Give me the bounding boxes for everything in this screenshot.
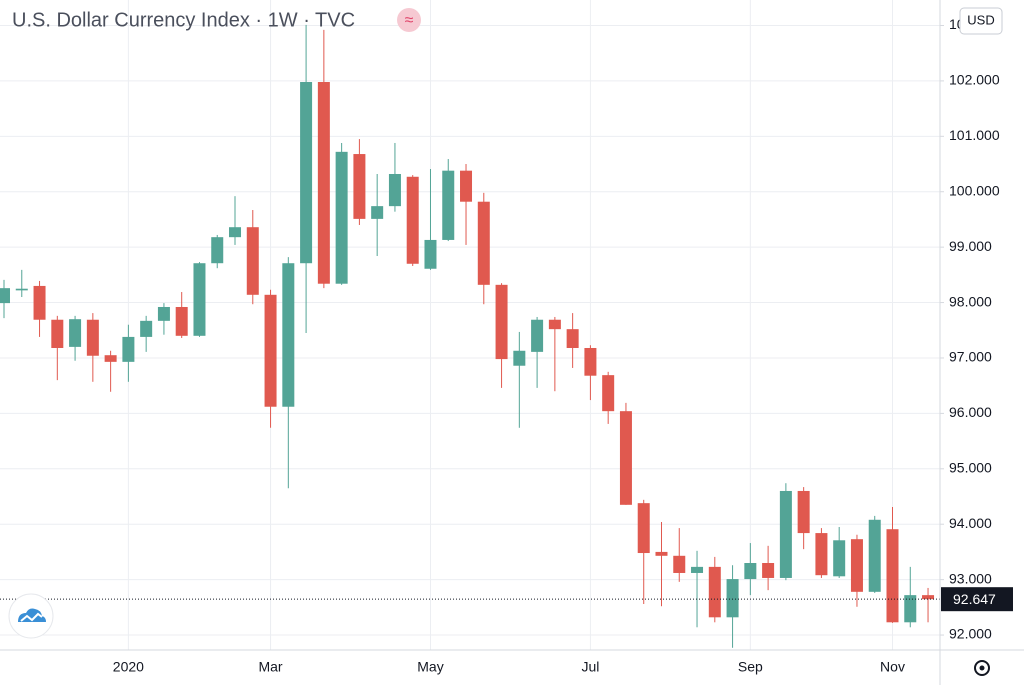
candle-body [157, 306, 170, 321]
candle-body [229, 227, 242, 238]
candle-body [584, 347, 597, 376]
x-tick-label: Sep [738, 659, 763, 675]
candle-body [122, 336, 135, 362]
candle-body [477, 201, 490, 285]
y-tick-label: 95.000 [949, 460, 992, 476]
candle-body [708, 566, 721, 618]
candle-body [548, 319, 561, 330]
y-tick-label: 102.000 [949, 72, 1000, 88]
candle-body [69, 319, 82, 347]
candle-body [140, 320, 153, 337]
candle-body [922, 595, 935, 600]
candle-body [673, 555, 686, 573]
last-price-label: 92.647 [953, 591, 996, 607]
candle-body [744, 563, 757, 580]
y-tick-label: 100.000 [949, 182, 1000, 198]
logo-icon-line [20, 612, 43, 622]
candle-body [904, 595, 917, 623]
candle-body [335, 151, 348, 284]
candle-body [868, 519, 881, 592]
candle-body [51, 319, 64, 348]
candle-body [762, 563, 775, 578]
candle-body [442, 170, 455, 240]
candle-body [655, 551, 668, 556]
source-badge[interactable] [397, 8, 421, 32]
candle-body [779, 490, 792, 578]
candle-body [691, 566, 704, 573]
last-price-box [941, 587, 1013, 612]
y-tick-label: 98.000 [949, 293, 992, 309]
source-badge-icon: ≈ [405, 12, 414, 29]
y-tick-label: 99.000 [949, 238, 992, 254]
y-tick-label: 92.000 [949, 626, 992, 642]
candle-body [833, 540, 846, 577]
candle-body [531, 319, 544, 352]
candle-body [15, 288, 28, 291]
settings-icon [974, 660, 990, 676]
x-tick-label: May [417, 659, 443, 675]
candle-body [637, 503, 650, 554]
candle-body [619, 411, 632, 505]
y-tick-label: 94.000 [949, 515, 992, 531]
candle-body [726, 579, 739, 618]
candle-body [86, 319, 99, 356]
candle-body [797, 490, 810, 534]
candle-body [33, 285, 46, 320]
candle-body [193, 263, 206, 336]
candle-body [513, 350, 526, 366]
x-tick-label: 2020 [113, 659, 144, 675]
candle-body [406, 176, 419, 264]
axes: 2020 Mar May Jul Sep Nov 92.647 [113, 24, 1013, 675]
currency-label: USD [967, 12, 994, 27]
candle-body [300, 82, 313, 264]
candles [0, 24, 940, 648]
candle-body [850, 539, 863, 592]
candle-body [264, 294, 277, 407]
x-tick-label: Nov [880, 659, 905, 675]
currency-box[interactable] [959, 7, 1003, 35]
x-tick-label: Jul [581, 659, 599, 675]
candle-body [886, 529, 899, 623]
candle-body [282, 263, 295, 407]
settings-icon-center [979, 665, 985, 671]
candle-body [388, 173, 401, 207]
candle-body [495, 284, 508, 360]
candle-body [371, 206, 384, 219]
candle-body [424, 239, 437, 269]
y-tick-label: 101.000 [949, 127, 1000, 143]
candle-body [353, 154, 366, 219]
candle-body [104, 355, 117, 362]
candle-body [246, 227, 259, 295]
grid [0, 0, 940, 650]
candle-body [566, 329, 579, 348]
candle-body [0, 288, 10, 304]
y-tick-label: 97.000 [949, 349, 992, 365]
y-tick-label: 93.000 [949, 570, 992, 586]
chart-title: U.S. Dollar Currency Index · 1W · TVC [12, 9, 355, 31]
candle-body [175, 306, 188, 336]
settings-button[interactable] [974, 660, 990, 676]
candle-body [211, 237, 224, 264]
candle-body [815, 533, 828, 576]
candle-body [317, 82, 330, 284]
candle-body [602, 375, 615, 412]
candle-body [460, 170, 473, 202]
y-tick-label: 96.000 [949, 404, 992, 420]
x-tick-label: Mar [258, 659, 282, 675]
